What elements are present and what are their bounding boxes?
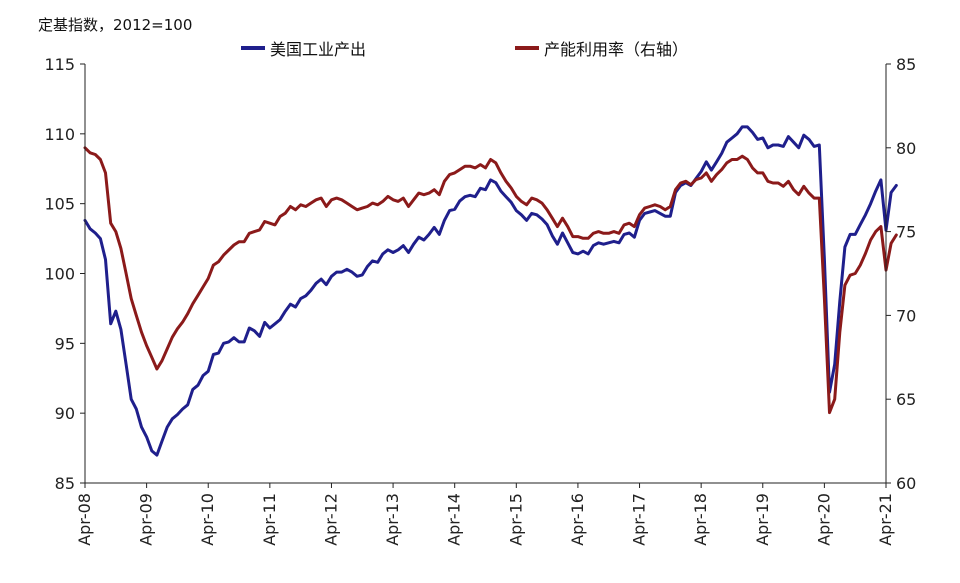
chart-unit-label: 定基指数，2012=100 — [38, 16, 193, 34]
y-right-tick-label: 75 — [896, 223, 916, 242]
x-tick-label: Apr-13 — [383, 493, 402, 546]
legend-item-industrial-output: 美国工业产出 — [241, 36, 366, 60]
x-tick-label: Apr-17 — [630, 493, 649, 546]
x-tick-label: Apr-20 — [814, 493, 833, 546]
legend-item-capacity-utilization: 产能利用率（右轴） — [515, 36, 688, 60]
legend-label-industrial-output: 美国工业产出 — [270, 40, 367, 59]
y-left-tick-label: 105 — [44, 195, 75, 214]
x-tick-label: Apr-15 — [506, 493, 525, 546]
y-right-tick-label: 60 — [896, 474, 916, 493]
legend-swatch-industrial-output — [241, 46, 265, 50]
series-line-industrial-output — [83, 125, 898, 457]
y-left-tick-label: 85 — [55, 474, 75, 493]
x-tick-label: Apr-18 — [691, 493, 710, 546]
x-tick-label: Apr-21 — [876, 493, 895, 546]
x-tick-label: Apr-11 — [260, 493, 279, 546]
y-right-tick-label: 65 — [896, 390, 916, 409]
legend-label-capacity-utilization: 产能利用率（右轴） — [544, 40, 689, 59]
y-left-tick-label: 100 — [44, 265, 75, 284]
x-tick-label: Apr-12 — [321, 493, 340, 546]
x-tick-label: Apr-19 — [753, 493, 772, 546]
y-left-tick-label: 95 — [55, 334, 75, 353]
x-tick-label: Apr-09 — [137, 493, 156, 546]
x-tick-label: Apr-16 — [568, 493, 587, 546]
y-right-tick-label: 70 — [896, 306, 916, 325]
y-left-tick-label: 115 — [44, 55, 75, 74]
y-right-tick-label: 85 — [896, 55, 916, 74]
y-left-tick-label: 110 — [44, 125, 75, 144]
legend-swatch-capacity-utilization — [515, 46, 539, 50]
y-right-tick-label: 80 — [896, 139, 916, 158]
x-tick-label: Apr-14 — [445, 493, 464, 546]
y-left-tick-label: 90 — [55, 404, 75, 423]
x-tick-label: Apr-08 — [75, 493, 94, 546]
x-tick-label: Apr-10 — [198, 493, 217, 546]
series-line-capacity-utilization — [83, 146, 898, 415]
